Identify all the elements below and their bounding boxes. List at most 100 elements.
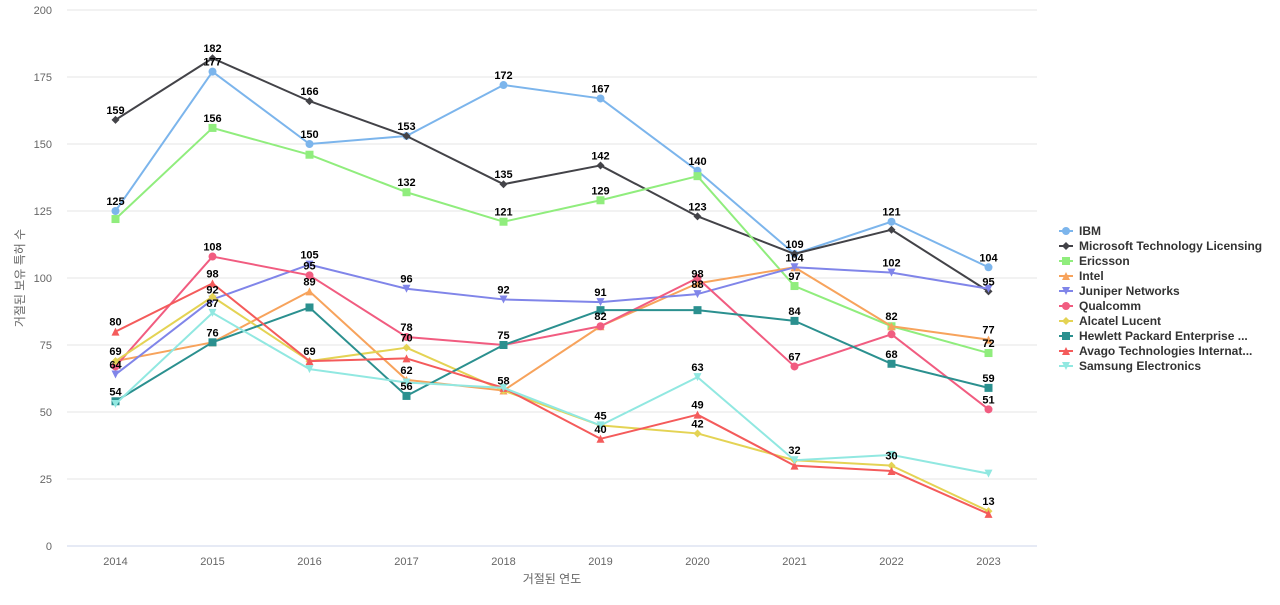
data-point-marker <box>305 365 314 374</box>
x-tick-label: 2017 <box>394 556 418 568</box>
legend-label: Hewlett Packard Enterprise ... <box>1079 329 1248 343</box>
legend-item[interactable]: Avago Technologies Internat... <box>1059 344 1252 358</box>
x-tick-label: 2019 <box>588 556 612 568</box>
data-label: 84 <box>788 306 801 318</box>
data-label: 63 <box>691 362 703 374</box>
legend-symbol-marker <box>1062 362 1070 370</box>
y-tick-label: 50 <box>40 407 52 419</box>
data-point-marker <box>305 150 314 159</box>
data-point-marker <box>111 215 120 224</box>
data-label: 108 <box>203 242 221 254</box>
data-label: 58 <box>497 376 509 388</box>
legend-item[interactable]: Microsoft Technology Licensing <box>1059 239 1262 253</box>
data-label: 153 <box>397 121 415 133</box>
data-label: 88 <box>691 279 703 291</box>
data-point-marker <box>790 282 799 291</box>
data-point-marker <box>402 378 411 387</box>
data-label: 92 <box>497 284 509 296</box>
data-point-marker <box>887 461 896 470</box>
series-group <box>111 303 993 406</box>
x-tick-label: 2018 <box>491 556 515 568</box>
data-label: 77 <box>982 325 994 337</box>
data-label: 95 <box>303 260 315 272</box>
data-label: 102 <box>882 258 900 270</box>
data-label: 142 <box>591 150 609 162</box>
data-point-marker <box>499 180 508 189</box>
data-label: 89 <box>303 276 315 288</box>
legend-symbol-marker <box>1062 242 1070 250</box>
data-label: 95 <box>982 276 994 288</box>
data-label: 42 <box>691 418 703 430</box>
series-group <box>111 252 993 414</box>
series-line <box>114 311 990 475</box>
data-point-marker <box>305 303 314 312</box>
series-group <box>111 67 993 272</box>
legend-item[interactable]: Samsung Electronics <box>1059 359 1201 373</box>
data-point-marker <box>693 279 702 288</box>
legend-item[interactable]: Alcatel Lucent <box>1059 314 1161 328</box>
data-point-marker <box>208 123 217 132</box>
legend-symbol-marker <box>1062 302 1070 310</box>
data-point-marker <box>887 466 896 475</box>
data-point-marker <box>596 298 605 307</box>
data-point-marker <box>111 115 120 124</box>
legend-symbol-marker <box>1062 287 1070 295</box>
x-tick-label: 2015 <box>200 556 224 568</box>
data-label: 67 <box>788 351 800 363</box>
data-label: 69 <box>303 346 315 358</box>
data-label: 91 <box>594 287 606 299</box>
series-group <box>111 279 993 518</box>
data-labels: 125 177 150 172 167 140 109 121 104 159 182 166 153 1… <box>106 43 998 508</box>
legend-item[interactable]: Ericsson <box>1059 254 1130 268</box>
data-point-marker <box>111 370 120 379</box>
data-label: 32 <box>788 445 800 457</box>
data-label: 104 <box>785 252 804 264</box>
data-point-marker <box>887 268 896 277</box>
data-point-marker <box>887 450 896 459</box>
legend-label: Juniper Networks <box>1079 284 1180 298</box>
x-tick-label: 2022 <box>879 556 903 568</box>
data-point-marker <box>693 290 702 299</box>
data-point-marker <box>984 335 993 344</box>
legend-item[interactable]: Qualcomm <box>1059 299 1141 313</box>
data-point-marker <box>402 343 411 352</box>
data-point-marker <box>693 274 702 282</box>
data-label: 132 <box>397 177 415 189</box>
series-line <box>114 57 990 293</box>
legend-item[interactable]: Hewlett Packard Enterprise ... <box>1059 329 1248 343</box>
data-label: 172 <box>494 70 512 82</box>
axes: 0 25 50 75 100 125 150 175 200 2014 2015 2016 2017 20… <box>34 5 1001 568</box>
x-axis-title: 거절된 연도 <box>523 572 582 586</box>
data-label: 87 <box>206 298 218 310</box>
data-point-marker <box>402 188 411 197</box>
data-point-marker <box>208 338 217 347</box>
series-line <box>114 306 990 403</box>
data-point-marker <box>208 252 217 261</box>
data-point-marker <box>111 399 120 408</box>
data-point-marker <box>790 263 799 272</box>
y-tick-label: 150 <box>34 139 52 151</box>
series-group <box>111 308 993 478</box>
data-point-marker <box>984 405 993 414</box>
data-label: 129 <box>591 185 609 197</box>
data-point-marker <box>693 410 702 419</box>
data-point-marker <box>208 67 217 76</box>
data-point-marker <box>790 456 799 465</box>
legend-label: Intel <box>1079 269 1104 283</box>
data-point-marker <box>984 383 993 392</box>
data-label: 166 <box>300 86 318 98</box>
legend-item[interactable]: Juniper Networks <box>1059 284 1180 298</box>
data-label: 167 <box>591 83 609 95</box>
legend-symbol-marker <box>1062 227 1070 235</box>
legend-item[interactable]: Intel <box>1059 269 1104 283</box>
legend-item[interactable]: IBM <box>1059 224 1101 238</box>
data-point-marker <box>984 349 993 358</box>
data-label: 80 <box>109 317 121 329</box>
y-tick-label: 0 <box>46 541 52 553</box>
data-point-marker <box>790 249 799 258</box>
legend-label: Qualcomm <box>1079 299 1141 313</box>
data-point-marker <box>402 354 411 363</box>
data-point-marker <box>111 327 120 336</box>
